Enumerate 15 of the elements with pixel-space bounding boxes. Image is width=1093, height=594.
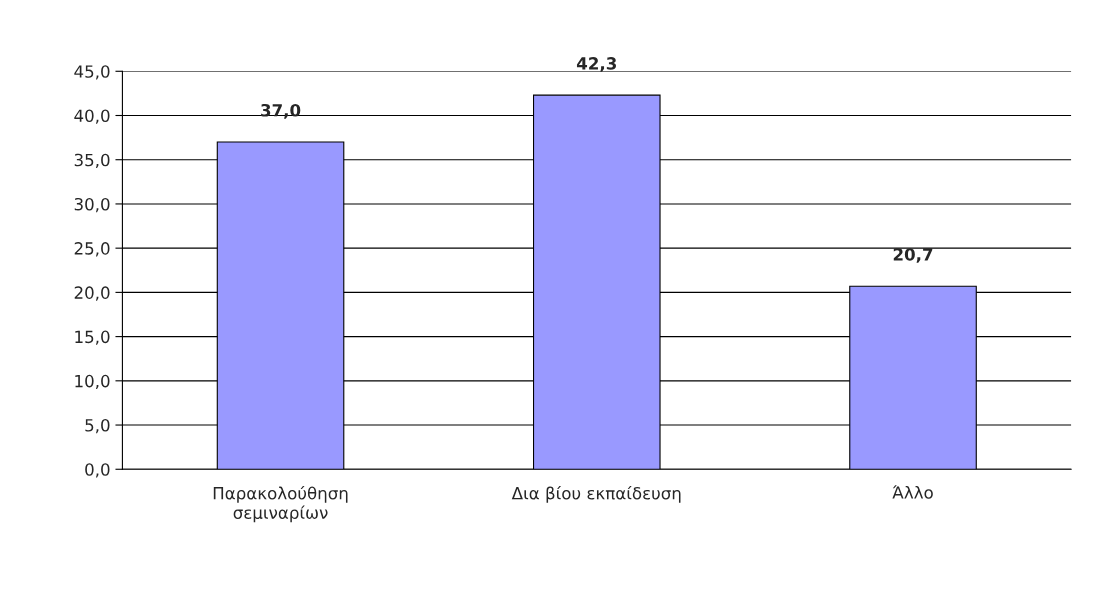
x-tick-label: Άλλο <box>892 485 933 499</box>
data-label: 20,7 <box>893 248 933 263</box>
y-tick-label: 20,0 <box>74 286 110 301</box>
y-tick-label: 0,0 <box>85 463 110 478</box>
x-tick-label: Δια βίου εκπαίδευση <box>511 485 681 503</box>
y-tick-label: 35,0 <box>74 153 110 168</box>
y-tick-label: 30,0 <box>74 197 110 213</box>
y-tick-label: 40,0 <box>74 109 110 124</box>
y-tick-label: 45,0 <box>74 65 110 80</box>
y-tick-label: 15,0 <box>75 330 110 345</box>
y-tick-label: 5,0 <box>85 419 110 434</box>
x-tick-label: Παρακολούθηση σεμιναρίων <box>213 485 348 523</box>
y-tick-label: 10,0 <box>75 374 110 390</box>
y-tick-label: 25,0 <box>74 242 110 257</box>
data-label: 42,3 <box>576 57 617 72</box>
